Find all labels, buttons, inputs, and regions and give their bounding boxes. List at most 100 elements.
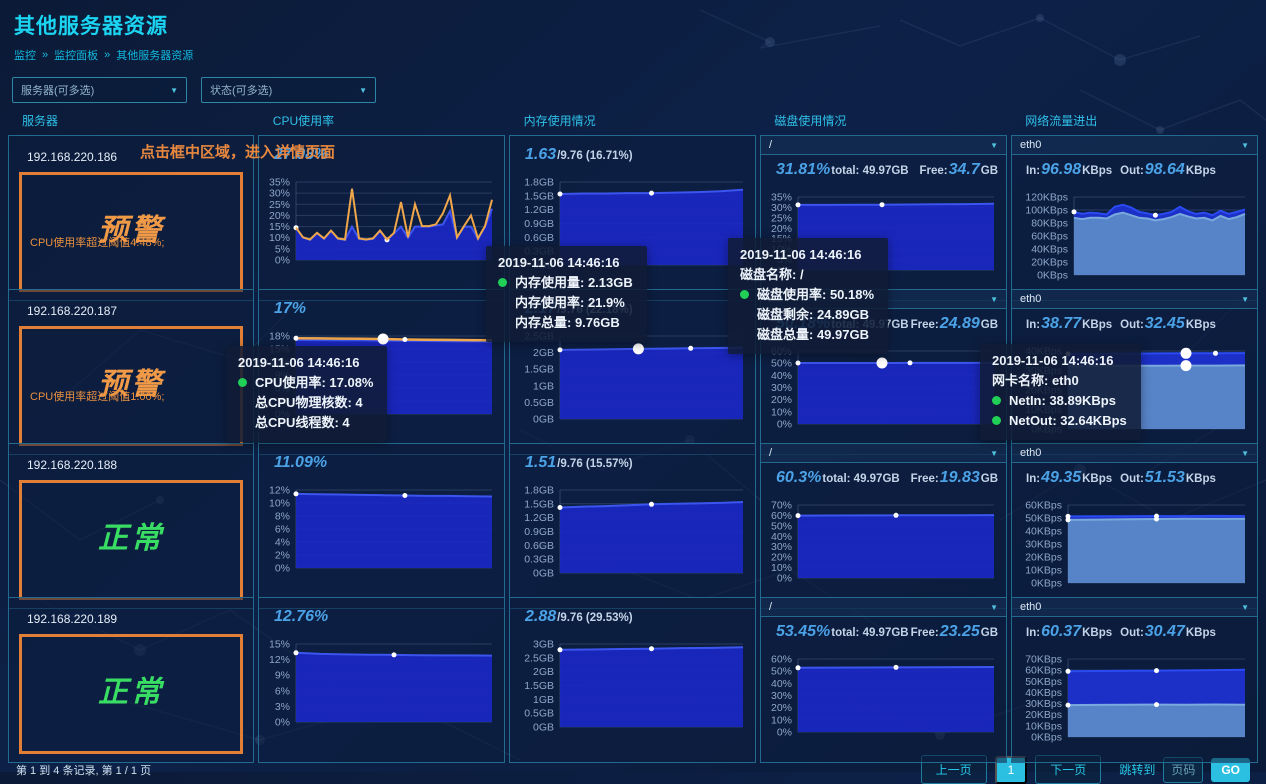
chevron-down-icon: ▼	[1241, 602, 1249, 612]
svg-text:0.9GB: 0.9GB	[524, 526, 554, 538]
cpu-chart[interactable]: 35% 30% 25% 20% 15% 10% 5% 0%	[265, 176, 498, 288]
svg-text:3%: 3%	[275, 701, 290, 713]
disk-free-unit: GB	[980, 627, 998, 639]
svg-text:60KBps: 60KBps	[1025, 665, 1062, 677]
svg-text:4%: 4%	[275, 537, 290, 549]
svg-text:30KBps: 30KBps	[1025, 698, 1062, 710]
net-in-value: 38.77	[1041, 315, 1082, 332]
net-in-value: 49.35	[1041, 469, 1082, 486]
server-cell: 192.168.220.189 正常	[8, 597, 254, 763]
table-column-headers: 服务器 CPU使用率 内存使用情况 磁盘使用情况 网络流量进出	[8, 112, 1258, 129]
svg-text:50KBps: 50KBps	[1025, 513, 1062, 525]
svg-text:10%: 10%	[269, 498, 290, 510]
disk-total-text: total: 49.97GB	[831, 627, 909, 639]
tooltip-line: 总CPU物理核数: 4	[255, 395, 363, 410]
page-title: 其他服务器资源	[14, 15, 168, 38]
memory-used-value: 1.63	[525, 146, 557, 163]
nic-select[interactable]: eth0 ▼	[1012, 598, 1257, 617]
tooltip-line: 2019-11-06 14:46:16	[740, 247, 862, 262]
svg-text:15%: 15%	[269, 639, 290, 651]
disk-chart[interactable]: 60%50%40%30%20%10%0%	[767, 345, 1000, 442]
disk-partition-select[interactable]: / ▼	[761, 598, 1006, 617]
tooltip-line: 总CPU线程数: 4	[255, 415, 350, 430]
nic-select[interactable]: eth0 ▼	[1012, 444, 1257, 463]
server-cell: 192.168.220.187 预警 CPU使用率超过阈值1.00%;	[8, 289, 254, 455]
breadcrumb-monitor[interactable]: 监控	[14, 50, 36, 62]
network-traffic-label: In: 49.35 KBps Out: 51.53 KBps	[1018, 463, 1251, 495]
network-chart[interactable]: 60KBps 50KBps 40KBps 30KBps 20KBps 10KBps 0KBp…	[1018, 499, 1251, 596]
net-in-value: 96.98	[1041, 161, 1082, 178]
net-out-value: 30.47	[1144, 623, 1185, 640]
disk-free-unit: GB	[980, 473, 998, 485]
svg-text:30%: 30%	[771, 690, 792, 702]
nic-select[interactable]: eth0 ▼	[1012, 136, 1257, 155]
column-header-cpu: CPU使用率	[272, 114, 335, 128]
network-cell: eth0 ▼ In: 96.98 KBps Out: 98.64 KBps 120KBp…	[1011, 135, 1258, 301]
nic-name: eth0	[1020, 139, 1042, 151]
server-status-box[interactable]: 正常	[19, 480, 243, 600]
svg-text:0.5GB: 0.5GB	[524, 708, 554, 720]
disk-cell: / ▼ 53.45% total: 49.97GB Free: 23.25 GB 6…	[760, 597, 1007, 763]
svg-text:35%: 35%	[269, 177, 290, 189]
tooltip-line: 内存使用率: 21.9%	[515, 295, 625, 310]
memory-chart[interactable]: 3GB 2.5GB 2GB 1.5GB 1GB 0.5GB 0GB	[516, 638, 749, 750]
tooltip-line: 网卡名称: eth0	[992, 373, 1079, 388]
disk-partition-select[interactable]: / ▼	[761, 444, 1006, 463]
server-status-box[interactable]: 正常	[19, 634, 243, 754]
svg-text:0%: 0%	[777, 573, 792, 585]
disk-free-label: Free:	[919, 165, 948, 177]
status-filter-label: 状态(可多选)	[210, 85, 273, 97]
svg-text:6%: 6%	[275, 685, 290, 697]
network-chart[interactable]: 70KBps 60KBps 50KBps 40KBps 30KBps 20KBps 10KB…	[1018, 653, 1251, 750]
memory-total-text: /9.76 (29.53%)	[557, 612, 633, 624]
column-header-disk: 磁盘使用情况	[774, 114, 847, 128]
server-filter-label: 服务器(可多选)	[21, 85, 95, 97]
tooltip-line: 磁盘剩余: 24.89GB	[757, 307, 869, 322]
server-status-box[interactable]: 预警 CPU使用率超过阈值1.00%;	[19, 326, 243, 446]
disk-percent-value: 60.3%	[776, 469, 822, 486]
svg-text:1GB: 1GB	[533, 380, 554, 392]
svg-text:25%: 25%	[771, 212, 792, 224]
svg-text:1.8GB: 1.8GB	[524, 177, 554, 189]
disk-chart[interactable]: 70% 60% 50% 40% 30% 20% 10% 0%	[767, 499, 1000, 596]
network-chart[interactable]: 120KBps 100KBps 80KBps 60KBps 40KBps 20KBps 0K…	[1018, 191, 1251, 288]
disk-partition-select[interactable]: / ▼	[761, 136, 1006, 155]
disk-chart[interactable]: 60%50%40%30%20%10%0%	[767, 653, 1000, 750]
disk-percent-value: 31.81%	[776, 161, 831, 178]
cpu-chart[interactable]: 12% 10% 8% 6% 4% 2% 0%	[265, 484, 498, 596]
breadcrumb-monitor-panel[interactable]: 监控面板	[54, 50, 99, 62]
server-status-box[interactable]: 预警 CPU使用率超过阈值4.48%;	[19, 172, 243, 292]
memory-usage-label: 1.63/9.76 (16.71%)	[516, 140, 749, 172]
network-traffic-label: In: 96.98 KBps Out: 98.64 KBps	[1018, 155, 1251, 187]
svg-text:1GB: 1GB	[533, 694, 554, 706]
nic-select[interactable]: eth0 ▼	[1012, 290, 1257, 309]
cpu-chart[interactable]: 15% 12% 9% 6% 3% 0%	[265, 638, 498, 750]
disk-percent-value: 53.45%	[776, 623, 831, 640]
svg-text:10%: 10%	[771, 406, 792, 418]
svg-text:10KBps: 10KBps	[1025, 720, 1062, 732]
status-filter-select[interactable]: 状态(可多选) ▼	[201, 77, 376, 103]
svg-text:40KBps: 40KBps	[1025, 687, 1062, 699]
svg-text:20%: 20%	[269, 210, 290, 222]
cpu-cell: 12.76% 15% 12% 9% 6% 3% 0%	[258, 597, 505, 763]
status-text: 预警	[98, 368, 164, 401]
svg-text:30%: 30%	[771, 541, 792, 553]
net-out-unit: KBps	[1185, 627, 1216, 639]
records-summary: 第 1 到 4 条记录, 第 1 / 1 页	[16, 764, 152, 777]
server-filter-select[interactable]: 服务器(可多选) ▼	[12, 77, 187, 103]
svg-text:15%: 15%	[269, 221, 290, 233]
svg-text:12%: 12%	[269, 485, 290, 497]
cpu-cell: 27.08% 35% 30% 25% 20% 15% 10% 5% 0%	[258, 135, 505, 301]
memory-cell: 2.17/9.76 (22.18%) 2.5GB2GB1.5GB1GB0.5GB…	[509, 289, 756, 455]
server-row: 192.168.220.188 正常 11.09% 12% 10% 8% 6% 4% 2%…	[8, 443, 1258, 609]
status-message: CPU使用率超过阈值4.48%;	[30, 237, 165, 250]
disk-partition-name: /	[769, 447, 773, 459]
memory-total-text: /9.76 (15.57%)	[557, 458, 633, 470]
disk-usage-label: 31.81% total: 49.97GB Free: 34.7 GB	[767, 155, 1000, 187]
status-text: 正常	[98, 676, 164, 709]
net-out-unit: KBps	[1185, 319, 1216, 331]
filter-bar: 服务器(可多选) ▼ 状态(可多选) ▼	[12, 77, 1258, 103]
jump-to-label: 跳转到	[1119, 763, 1156, 777]
